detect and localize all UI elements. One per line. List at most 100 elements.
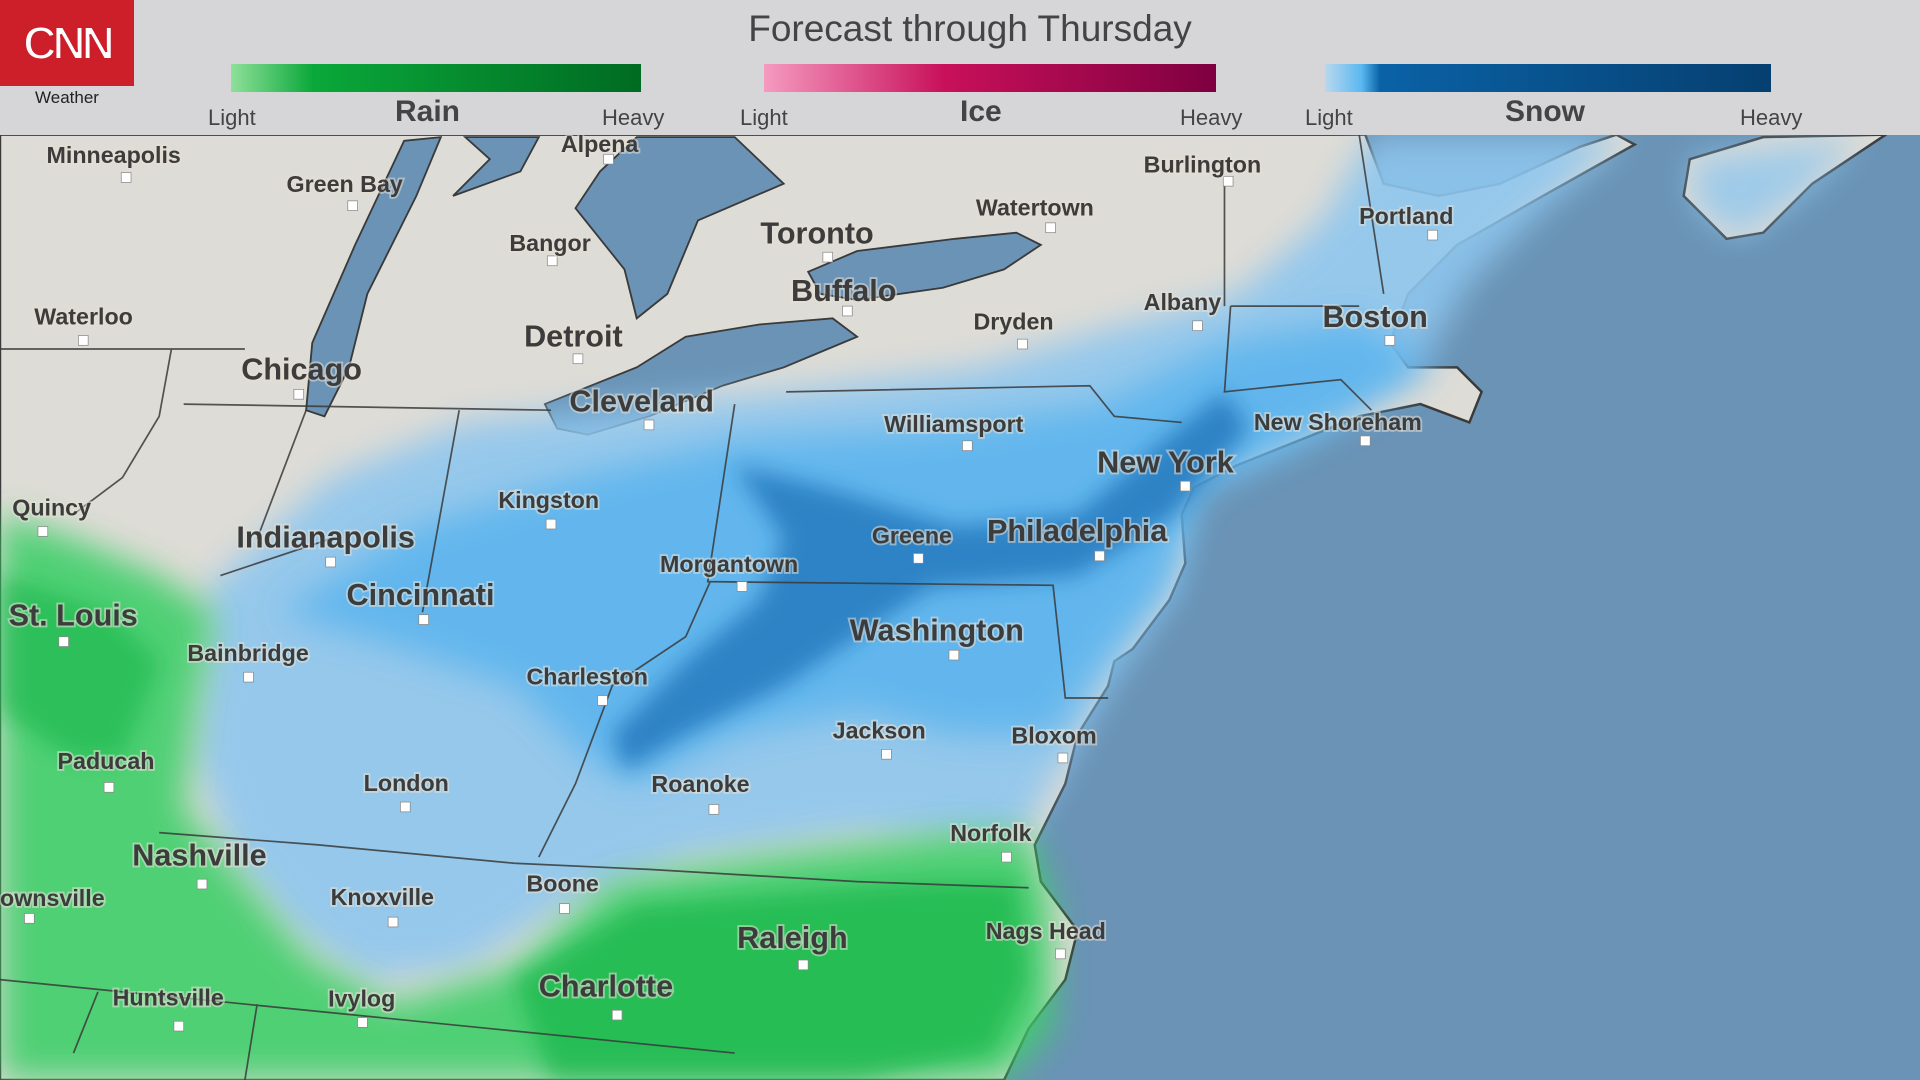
city-label: Dryden xyxy=(973,308,1053,334)
city-marker xyxy=(325,556,336,568)
city-marker xyxy=(418,614,429,625)
city-label: Huntsville xyxy=(113,984,224,1010)
city-label: Indianapolis xyxy=(236,520,415,554)
rain-scale-bar xyxy=(231,64,641,92)
city-marker xyxy=(572,353,584,365)
rain-light-label: Light xyxy=(208,105,256,130)
city-label: Waterloo xyxy=(34,303,133,329)
city-label: Watertown xyxy=(976,195,1094,221)
snow-light-label: Light xyxy=(1305,105,1353,130)
rain-heavy-label: Heavy xyxy=(602,105,665,130)
logo-subtitle: Weather xyxy=(35,88,99,107)
city-marker xyxy=(196,878,208,890)
city-marker xyxy=(611,1009,623,1021)
city-label: Williamsport xyxy=(884,411,1024,437)
city-marker xyxy=(708,804,720,815)
page-title: Forecast through Thursday xyxy=(748,8,1192,49)
city-marker xyxy=(1057,752,1069,764)
city-marker xyxy=(120,172,132,183)
city-label: Nags Head xyxy=(986,918,1106,944)
city-marker xyxy=(546,255,558,267)
city-label: Knoxville xyxy=(331,884,434,910)
city-label: ownsville xyxy=(0,885,105,911)
city-label: Portland xyxy=(1359,203,1453,229)
city-label: Albany xyxy=(1144,289,1222,315)
city-label: Philadelphia xyxy=(987,514,1168,548)
city-marker xyxy=(103,782,115,793)
city-marker xyxy=(559,903,570,914)
city-label: Minneapolis xyxy=(47,142,181,168)
rain-label: Rain xyxy=(395,95,461,128)
city-marker xyxy=(1001,851,1012,863)
city-label: Bainbridge xyxy=(187,640,308,666)
city-marker xyxy=(243,671,254,683)
cnn-logo[interactable]: CNN xyxy=(0,0,134,86)
city-marker xyxy=(347,200,358,211)
city-label: St. Louis xyxy=(9,599,138,633)
ice-heavy-label: Heavy xyxy=(1180,105,1243,130)
snow-heavy-label: Heavy xyxy=(1740,105,1803,130)
snow-area xyxy=(195,134,1862,980)
city-label: Nashville xyxy=(132,839,266,873)
city-label: Toronto xyxy=(760,217,873,251)
city-label: Buffalo xyxy=(791,274,896,308)
city-label: Green Bay xyxy=(287,171,403,197)
city-marker xyxy=(1384,335,1396,346)
city-label: Raleigh xyxy=(737,921,848,955)
city-label: Bloxom xyxy=(1011,722,1096,748)
city-label: Boone xyxy=(527,870,599,896)
city-marker xyxy=(603,153,614,165)
city-marker xyxy=(736,581,748,592)
city-label: Norfolk xyxy=(950,820,1031,846)
city-marker xyxy=(948,649,960,661)
city-label: Kingston xyxy=(498,487,599,513)
city-label: Cleveland xyxy=(569,384,714,418)
city-label: Jackson xyxy=(833,717,926,743)
city-marker xyxy=(822,251,834,263)
city-label: Charlotte xyxy=(539,970,673,1004)
legend-header: CNN Weather Forecast through Thursday Li… xyxy=(0,0,1920,135)
city-label: Detroit xyxy=(524,320,623,354)
city-label: Morgantown xyxy=(660,551,798,577)
city-marker xyxy=(293,389,305,400)
city-label: Quincy xyxy=(12,495,91,521)
city-marker xyxy=(962,440,973,451)
city-label: Chicago xyxy=(241,353,362,387)
city-marker xyxy=(1192,320,1203,331)
city-label: Cincinnati xyxy=(347,578,495,612)
city-label: Ivylog xyxy=(328,986,395,1012)
snow-label: Snow xyxy=(1505,95,1585,128)
snow-scale-bar xyxy=(1160,64,1771,92)
ice-label: Ice xyxy=(960,95,1002,128)
city-marker xyxy=(1360,435,1371,447)
city-marker xyxy=(387,916,399,928)
city-label: Bangor xyxy=(509,230,590,256)
city-label: Paducah xyxy=(58,748,155,774)
city-label: Boston xyxy=(1322,300,1427,334)
city-marker xyxy=(881,749,892,760)
logo-text: CNN xyxy=(22,16,116,70)
city-marker xyxy=(58,636,69,647)
city-marker xyxy=(357,1017,368,1028)
city-marker xyxy=(400,801,411,813)
city-marker xyxy=(1017,338,1028,350)
city-marker xyxy=(24,913,35,924)
ice-light-label: Light xyxy=(740,105,788,130)
city-label: Roanoke xyxy=(651,771,749,797)
city-marker xyxy=(1180,480,1191,492)
city-marker xyxy=(597,695,608,706)
city-marker xyxy=(798,959,809,971)
state-borders xyxy=(0,134,1385,1080)
city-label: New Shoreham xyxy=(1254,409,1422,435)
city-marker xyxy=(545,518,557,530)
city-label: Charleston xyxy=(527,663,648,689)
city-label: Washington xyxy=(850,613,1024,647)
city-marker xyxy=(1427,229,1438,241)
city-marker xyxy=(1094,550,1105,562)
city-marker xyxy=(842,305,853,317)
city-marker xyxy=(913,553,924,564)
rain-area xyxy=(0,514,1054,1080)
city-label: New York xyxy=(1097,446,1235,480)
